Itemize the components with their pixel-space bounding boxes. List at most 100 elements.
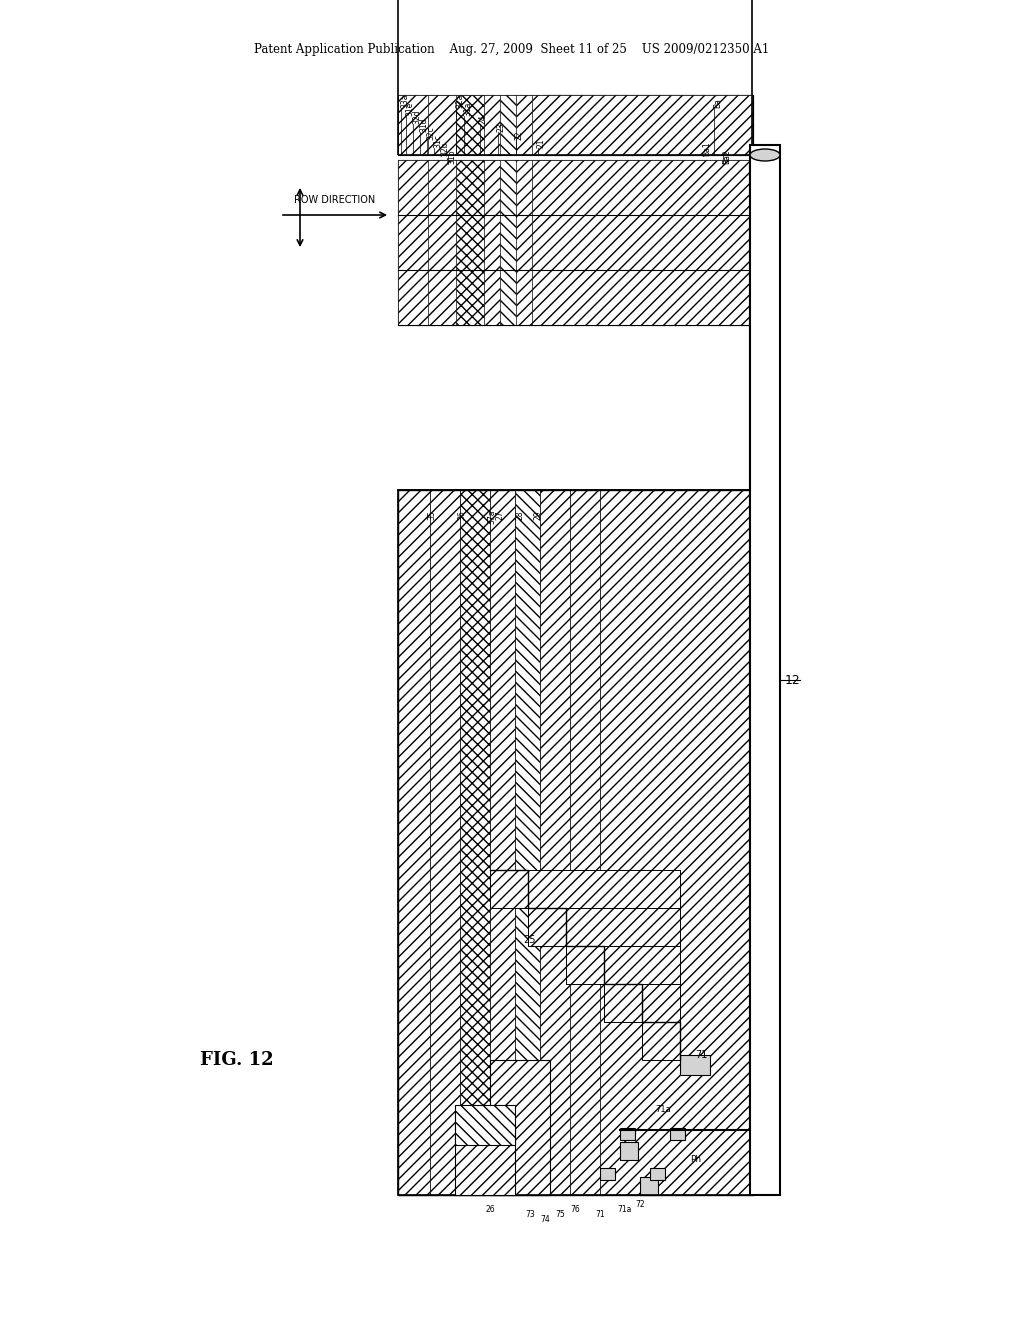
Bar: [455, 1105, 515, 1144]
Bar: [604, 983, 680, 1022]
Text: 33a: 33a: [400, 94, 409, 108]
Text: Patent Application Publication    Aug. 27, 2009  Sheet 11 of 25    US 2009/02123: Patent Application Publication Aug. 27, …: [254, 44, 770, 57]
Text: 32c: 32c: [426, 127, 435, 140]
Text: 71a: 71a: [617, 1205, 632, 1214]
Text: 76: 76: [570, 1205, 580, 1214]
Bar: [484, 215, 500, 271]
Bar: [600, 1168, 615, 1180]
Bar: [500, 271, 516, 325]
Bar: [460, 490, 490, 1195]
Bar: [640, 1177, 658, 1195]
Bar: [398, 490, 753, 1195]
Bar: [398, 95, 428, 154]
Text: 26: 26: [485, 1205, 495, 1214]
Bar: [484, 95, 500, 154]
Bar: [493, 95, 513, 154]
Bar: [473, 95, 493, 154]
Bar: [398, 490, 550, 1195]
Text: Ba1: Ba1: [702, 141, 711, 156]
Bar: [398, 95, 753, 154]
Bar: [398, 95, 473, 154]
Bar: [543, 215, 753, 271]
Bar: [600, 490, 750, 1195]
Text: 32a: 32a: [455, 94, 464, 108]
Text: 71a: 71a: [655, 1106, 671, 1114]
Bar: [500, 95, 516, 154]
Bar: [532, 95, 752, 154]
Text: 37a: 37a: [487, 510, 497, 524]
Text: 31b: 31b: [447, 149, 456, 164]
Bar: [398, 160, 428, 215]
Bar: [528, 908, 680, 946]
Text: 21: 21: [537, 139, 546, 148]
Text: 31e: 31e: [406, 102, 414, 116]
Bar: [543, 95, 753, 154]
Text: 32d: 32d: [412, 110, 421, 124]
Text: 27: 27: [496, 510, 505, 520]
Text: FIG. 12: FIG. 12: [200, 1051, 273, 1069]
Text: 75: 75: [555, 1210, 565, 1218]
Bar: [490, 1060, 550, 1195]
Bar: [473, 215, 493, 271]
Bar: [493, 271, 543, 325]
Bar: [543, 271, 753, 325]
Text: Ba2: Ba2: [722, 149, 731, 164]
Bar: [670, 1129, 685, 1140]
Text: 36: 36: [458, 510, 467, 520]
Bar: [456, 215, 484, 271]
Text: 28: 28: [515, 510, 524, 520]
Bar: [516, 95, 532, 154]
Bar: [456, 95, 484, 154]
Bar: [650, 1168, 665, 1180]
Bar: [500, 215, 516, 271]
Text: 31d: 31d: [419, 117, 428, 132]
Bar: [513, 95, 543, 154]
Bar: [398, 160, 753, 215]
Bar: [398, 215, 473, 271]
Bar: [566, 946, 680, 983]
Bar: [456, 160, 484, 215]
Bar: [398, 215, 428, 271]
Text: 23: 23: [497, 123, 506, 132]
Text: 25: 25: [523, 935, 537, 945]
Bar: [398, 215, 753, 271]
Bar: [490, 870, 680, 908]
Text: 31c: 31c: [433, 135, 442, 148]
Bar: [516, 215, 532, 271]
Bar: [516, 271, 532, 325]
Bar: [493, 215, 543, 271]
Bar: [428, 160, 456, 215]
Bar: [620, 1129, 635, 1140]
Bar: [532, 215, 752, 271]
Bar: [398, 0, 752, 154]
Text: 74: 74: [540, 1214, 550, 1224]
Text: 29: 29: [534, 510, 543, 520]
Bar: [532, 271, 752, 325]
Bar: [570, 490, 600, 1195]
Bar: [490, 490, 515, 1195]
Bar: [428, 215, 456, 271]
Text: 35: 35: [427, 510, 436, 520]
Bar: [398, 271, 473, 325]
Bar: [455, 1125, 515, 1195]
Bar: [543, 160, 753, 215]
Bar: [398, 271, 753, 325]
Bar: [398, 490, 430, 1195]
Text: 32b: 32b: [440, 141, 449, 156]
Text: 12: 12: [785, 673, 801, 686]
Ellipse shape: [750, 149, 780, 161]
Bar: [473, 160, 493, 215]
Bar: [430, 490, 460, 1195]
Bar: [543, 95, 753, 154]
Text: 72: 72: [635, 1200, 645, 1209]
Text: 73: 73: [525, 1210, 535, 1218]
Bar: [473, 271, 493, 325]
Bar: [398, 160, 473, 215]
Bar: [750, 145, 780, 1195]
Bar: [456, 271, 484, 325]
Bar: [516, 160, 532, 215]
Text: Ph: Ph: [690, 1155, 701, 1164]
Bar: [620, 1142, 638, 1160]
Text: ROW DIRECTION: ROW DIRECTION: [294, 195, 376, 205]
Bar: [484, 271, 500, 325]
